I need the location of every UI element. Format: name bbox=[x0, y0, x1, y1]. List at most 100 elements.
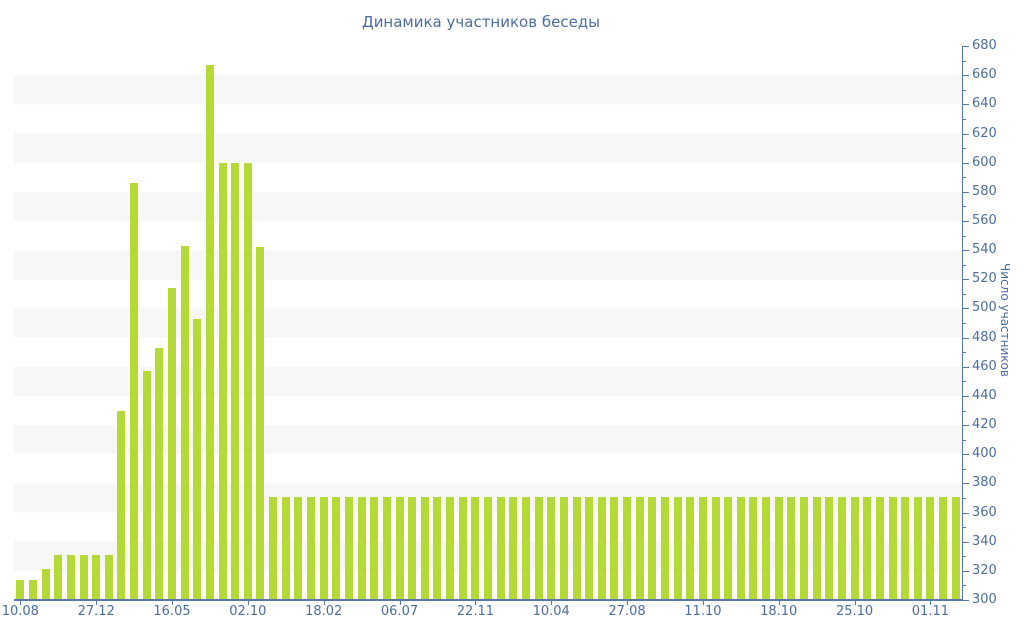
bar[interactable] bbox=[446, 496, 455, 600]
y-minor-tick bbox=[963, 352, 966, 354]
bar[interactable] bbox=[458, 496, 467, 600]
y-tick-label: 640 bbox=[972, 96, 997, 112]
bar[interactable] bbox=[547, 496, 556, 600]
bar[interactable] bbox=[875, 496, 884, 600]
bar[interactable] bbox=[850, 496, 859, 600]
bar[interactable] bbox=[66, 554, 75, 600]
bar[interactable] bbox=[357, 496, 366, 600]
bar[interactable] bbox=[395, 496, 404, 600]
bar-slot bbox=[671, 46, 684, 600]
bar[interactable] bbox=[205, 65, 214, 600]
bar-slot bbox=[153, 46, 166, 600]
bar[interactable] bbox=[812, 496, 821, 600]
y-tick-label: 420 bbox=[972, 417, 997, 433]
bar-slot bbox=[242, 46, 255, 600]
bar-slot bbox=[102, 46, 115, 600]
bar[interactable] bbox=[926, 496, 935, 600]
bar[interactable] bbox=[521, 496, 530, 600]
bar[interactable] bbox=[104, 554, 113, 600]
bar[interactable] bbox=[408, 496, 417, 600]
y-tick-label: 480 bbox=[972, 329, 997, 345]
bar[interactable] bbox=[635, 496, 644, 600]
bar[interactable] bbox=[243, 162, 252, 600]
bar-slot bbox=[330, 46, 343, 600]
bar[interactable] bbox=[787, 496, 796, 600]
bar[interactable] bbox=[294, 496, 303, 600]
bar[interactable] bbox=[660, 496, 669, 600]
bar[interactable] bbox=[951, 496, 960, 600]
bar[interactable] bbox=[837, 496, 846, 600]
bar[interactable] bbox=[142, 371, 151, 600]
bar[interactable] bbox=[193, 318, 202, 600]
bar[interactable] bbox=[863, 496, 872, 600]
bar[interactable] bbox=[673, 496, 682, 600]
bar[interactable] bbox=[155, 347, 164, 600]
y-tick-label: 360 bbox=[972, 504, 997, 520]
bar-slot bbox=[393, 46, 406, 600]
bar[interactable] bbox=[433, 496, 442, 600]
x-tick-label: 11.10 bbox=[684, 604, 722, 619]
bar[interactable] bbox=[117, 410, 126, 600]
bar[interactable] bbox=[800, 496, 809, 600]
bar[interactable] bbox=[724, 496, 733, 600]
bar[interactable] bbox=[572, 496, 581, 600]
bar[interactable] bbox=[471, 496, 480, 600]
bar[interactable] bbox=[913, 496, 922, 600]
bar[interactable] bbox=[256, 247, 265, 600]
bar[interactable] bbox=[420, 496, 429, 600]
bar[interactable] bbox=[711, 496, 720, 600]
bar[interactable] bbox=[648, 496, 657, 600]
bar[interactable] bbox=[762, 496, 771, 600]
bar[interactable] bbox=[370, 496, 379, 600]
bar[interactable] bbox=[939, 496, 948, 600]
bar[interactable] bbox=[534, 496, 543, 600]
x-tick bbox=[96, 601, 98, 605]
y-major-tick bbox=[963, 75, 969, 77]
y-tick-label: 300 bbox=[972, 592, 997, 607]
bar[interactable] bbox=[79, 554, 88, 600]
bar[interactable] bbox=[344, 496, 353, 600]
bar[interactable] bbox=[774, 496, 783, 600]
bar[interactable] bbox=[610, 496, 619, 600]
bar[interactable] bbox=[218, 162, 227, 600]
bar[interactable] bbox=[825, 496, 834, 600]
bar[interactable] bbox=[231, 162, 240, 600]
x-tick bbox=[930, 601, 932, 605]
x-tick-label: 02.10 bbox=[229, 604, 267, 619]
bar[interactable] bbox=[28, 579, 37, 600]
bar[interactable] bbox=[749, 496, 758, 600]
bar[interactable] bbox=[559, 496, 568, 600]
bar[interactable] bbox=[496, 496, 505, 600]
bar-slot bbox=[267, 46, 280, 600]
bar[interactable] bbox=[130, 183, 139, 600]
bar[interactable] bbox=[54, 554, 63, 600]
x-tick-label: 18.02 bbox=[305, 604, 343, 619]
bar-slot bbox=[444, 46, 457, 600]
bar[interactable] bbox=[901, 496, 910, 600]
bar[interactable] bbox=[698, 496, 707, 600]
bar-slot bbox=[431, 46, 444, 600]
bar[interactable] bbox=[509, 496, 518, 600]
bar[interactable] bbox=[888, 496, 897, 600]
bar[interactable] bbox=[16, 579, 25, 600]
x-tick-label: 10.08 bbox=[1, 604, 39, 619]
bar[interactable] bbox=[168, 288, 176, 600]
bar[interactable] bbox=[319, 496, 328, 600]
bar-slot bbox=[406, 46, 419, 600]
bar[interactable] bbox=[269, 496, 278, 600]
bar[interactable] bbox=[597, 496, 606, 600]
bar[interactable] bbox=[92, 554, 101, 600]
y-major-tick bbox=[963, 395, 969, 397]
bar[interactable] bbox=[585, 496, 594, 600]
bar[interactable] bbox=[281, 496, 290, 600]
bar[interactable] bbox=[484, 496, 493, 600]
bar[interactable] bbox=[382, 496, 391, 600]
bar[interactable] bbox=[41, 569, 50, 600]
bar[interactable] bbox=[180, 245, 189, 600]
bar[interactable] bbox=[332, 496, 341, 600]
bar-slot bbox=[798, 46, 811, 600]
bar[interactable] bbox=[686, 496, 695, 600]
bar[interactable] bbox=[736, 496, 745, 600]
bar[interactable] bbox=[623, 496, 632, 600]
bar[interactable] bbox=[307, 496, 316, 600]
